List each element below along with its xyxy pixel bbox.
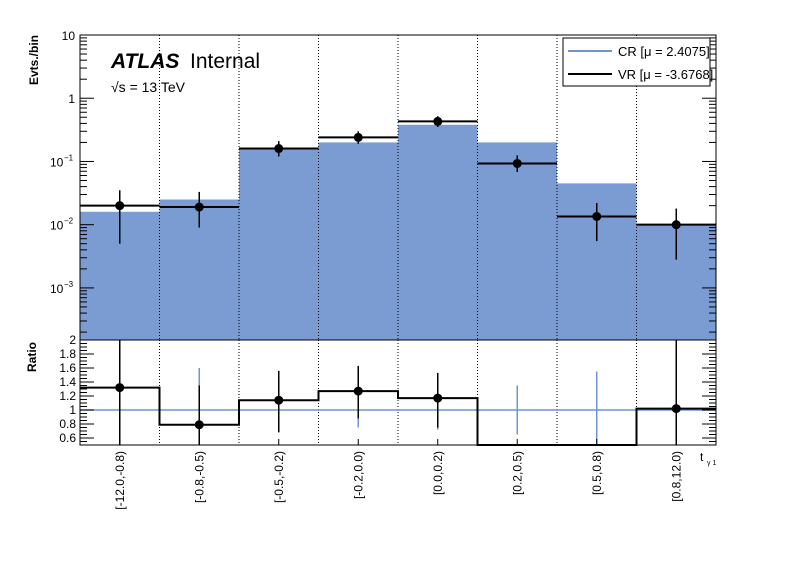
ratio-ytick-label: 0.6 xyxy=(59,431,76,445)
vr-point-6 xyxy=(592,211,602,221)
vr-point-0 xyxy=(115,201,125,211)
legend-box xyxy=(562,37,711,87)
x-category-label: [0.8,12.0) xyxy=(669,451,683,502)
x-category-label: [-0.2,0.0) xyxy=(351,451,365,499)
legend-vr-label: VR [μ = -3.6768] xyxy=(618,67,713,82)
vr-ratio-point-1 xyxy=(194,420,204,430)
vr-point-5 xyxy=(512,158,522,168)
ratio-ytick-label: 1.8 xyxy=(59,347,76,361)
x-category-label: [0.0,0.2) xyxy=(431,451,445,495)
x-axis-label: t xyxy=(700,450,704,464)
ratio-ytick-label: 0.8 xyxy=(59,417,76,431)
x-category-label: [0.5,0.8) xyxy=(590,451,604,495)
vr-ratio-point-7 xyxy=(671,404,681,414)
x-category-label: [0.2,0.5) xyxy=(510,451,524,495)
vr-ratio-point-4 xyxy=(433,393,443,403)
cr-bar-4 xyxy=(398,124,478,340)
cr-bar-2 xyxy=(239,149,319,340)
legend: CR [μ = 2.4075] VR [μ = -3.6768] xyxy=(562,37,713,87)
ratio-ylabel: Ratio xyxy=(25,342,39,372)
cr-bar-5 xyxy=(477,142,557,340)
main-ylabel: Evts./bin xyxy=(27,35,41,85)
ratio-ytick-label: 2 xyxy=(69,333,76,347)
vr-ratio-point-2 xyxy=(274,395,284,405)
vr-point-1 xyxy=(194,202,204,212)
main-ytick-exponent: −2 xyxy=(64,217,74,226)
energy-label: √s = 13 TeV xyxy=(111,79,186,95)
ratio-frame xyxy=(79,339,717,446)
main-ytick-label: 10 xyxy=(50,219,64,233)
main-ytick-label: 1 xyxy=(68,92,75,106)
x-category-label: [-0.8,-0.5) xyxy=(192,451,206,503)
x-category-label: [-12.0,-0.8) xyxy=(113,451,127,510)
ratio-ytick-label: 1 xyxy=(69,403,76,417)
vr-point-3 xyxy=(353,132,363,142)
cr-bar-3 xyxy=(318,142,398,340)
legend-cr-label: CR [μ = 2.4075] xyxy=(618,44,710,59)
x-category-label: [-0.5,-0.2) xyxy=(272,451,286,503)
main-ytick-exponent: −3 xyxy=(64,280,74,289)
main-ytick-exponent: −1 xyxy=(64,153,74,162)
vr-point-7 xyxy=(671,220,681,230)
vr-point-2 xyxy=(274,144,284,154)
vr-point-4 xyxy=(433,116,443,126)
x-axis-label-subscript: γ 1 xyxy=(707,460,716,467)
main-ytick-label: 10 xyxy=(50,282,64,296)
atlas-label: ATLAS xyxy=(110,50,179,73)
ratio-panel: 0.60.811.21.41.61.82 Ratio [-12.0,-0.8) [… xyxy=(25,333,717,510)
ratio-ytick-label: 1.4 xyxy=(59,375,76,389)
vr-ratio-point-0 xyxy=(115,383,125,393)
ratio-ytick-label: 1.6 xyxy=(59,361,76,375)
ratio-ytick-label: 1.2 xyxy=(59,389,76,403)
main-ytick-label: 10 xyxy=(62,29,76,43)
vr-ratio-point-3 xyxy=(353,386,363,396)
main-ytick-label: 10 xyxy=(50,155,64,169)
atlas-sub-label: Internal xyxy=(190,50,260,73)
